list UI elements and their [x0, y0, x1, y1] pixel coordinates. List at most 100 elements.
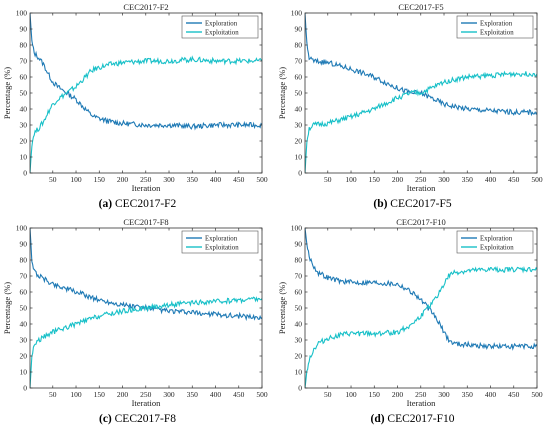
caption-b-text: CEC2017-F5 — [390, 198, 452, 210]
caption-c-text: CEC2017-F8 — [114, 413, 176, 425]
chart-a-ytick-label: 60 — [20, 73, 28, 82]
chart-c-ytick-label: 0 — [23, 384, 27, 393]
chart-d-series-exploration — [305, 228, 537, 351]
chart-b-ytick-label: 60 — [295, 73, 303, 82]
chart-c-ytick-label: 20 — [20, 352, 28, 361]
chart-d-xlabel: Iteration — [407, 398, 437, 408]
chart-d-ytick-label: 10 — [295, 368, 303, 377]
chart-b-ytick-label: 40 — [295, 105, 303, 114]
chart-b-xtick-label: 50 — [324, 175, 332, 184]
chart-b-ytick-label: 0 — [298, 169, 302, 178]
chart-a-ytick-label: 100 — [16, 9, 28, 18]
chart-d-ytick-label: 20 — [295, 352, 303, 361]
chart-panel-d: CEC2017-F10 50 100 150 200 250 300 350 400 450 500… — [275, 215, 550, 430]
chart-b-series-exploration — [305, 13, 537, 117]
chart-c-ytick-label: 100 — [16, 224, 28, 233]
chart-a: CEC2017-F2 50 100 150 200 250 300 350 400 450 500 0… — [2, 2, 268, 193]
chart-b-ytick-label: 20 — [295, 137, 303, 146]
chart-a-xtick-label: 250 — [140, 175, 152, 184]
chart-a-legend-label-exploitation: Exploitation — [205, 29, 239, 36]
chart-c-ytick-label: 80 — [20, 256, 28, 265]
chart-d-ytick-label: 100 — [291, 224, 303, 233]
chart-c-ytick-label: 90 — [20, 240, 28, 249]
chart-b-ytick-label: 100 — [291, 9, 303, 18]
chart-d-xtick-label: 250 — [415, 390, 427, 399]
chart-a-xtick-label: 300 — [163, 175, 175, 184]
chart-b-ytick-label: 30 — [295, 121, 303, 130]
chart-c-legend-label-exploitation: Exploitation — [205, 244, 239, 251]
chart-b-ytick-label: 10 — [295, 153, 303, 162]
chart-c-xtick-label: 350 — [187, 390, 199, 399]
chart-a-ytick-label: 40 — [20, 105, 28, 114]
caption-c-letter: (c) — [99, 413, 112, 425]
chart-d-ytick-label: 80 — [295, 256, 303, 265]
chart-d-ylabel: Percentage (%) — [277, 282, 287, 334]
chart-b-ytick-label: 80 — [295, 41, 303, 50]
chart-c-xtick-label: 300 — [163, 390, 175, 399]
chart-a-xtick-label: 150 — [94, 175, 106, 184]
chart-c-ytick-label: 30 — [20, 336, 28, 345]
chart-d-title: CEC2017-F10 — [396, 217, 446, 227]
chart-a-xtick-label: 450 — [233, 175, 245, 184]
chart-b-xtick-label: 500 — [531, 175, 543, 184]
chart-b-xtick-label: 150 — [369, 175, 381, 184]
chart-a-ytick-label: 80 — [20, 41, 28, 50]
chart-a-xtick-label: 350 — [187, 175, 199, 184]
chart-a-xtick-label: 50 — [49, 175, 57, 184]
chart-a-xlabel: Iteration — [132, 183, 162, 193]
chart-d-xtick-label: 500 — [531, 390, 543, 399]
chart-c-xtick-label: 500 — [256, 390, 268, 399]
chart-a-xtick-label: 200 — [117, 175, 129, 184]
chart-b-ytick-label: 90 — [295, 25, 303, 34]
chart-a-ytick-label: 90 — [20, 25, 28, 34]
chart-a-ytick-label: 50 — [20, 89, 28, 98]
chart-c-ytick-label: 40 — [20, 320, 28, 329]
caption-d-text: CEC2017-F10 — [387, 413, 455, 425]
chart-panel-c: CEC2017-F8 50 100 150 200 250 300 350 400 450 500 0… — [0, 215, 275, 430]
chart-a-legend-label-exploration: Exploration — [205, 20, 238, 27]
caption-d: (d) CEC2017-F10 — [275, 413, 550, 425]
chart-panel-b: CEC2017-F5 50 100 150 200 250 300 350 400 450 500 0… — [275, 0, 550, 215]
chart-a-series-exploitation — [30, 55, 262, 173]
chart-a-ytick-label: 70 — [20, 57, 28, 66]
chart-d-xtick-label: 350 — [462, 390, 474, 399]
chart-c-ytick-label: 10 — [20, 368, 28, 377]
chart-c-legend-label-exploration: Exploration — [205, 235, 238, 242]
caption-b: (b) CEC2017-F5 — [275, 198, 550, 210]
chart-b-xtick-label: 300 — [438, 175, 450, 184]
chart-b-title: CEC2017-F5 — [398, 2, 443, 12]
chart-d-xtick-label: 400 — [485, 390, 497, 399]
chart-d-ytick-label: 0 — [298, 384, 302, 393]
chart-d-ytick-label: 70 — [295, 272, 303, 281]
chart-b-series-exploitation — [305, 70, 537, 173]
chart-b-xtick-label: 100 — [345, 175, 357, 184]
chart-c-ytick-label: 50 — [20, 304, 28, 313]
chart-d-xtick-label: 300 — [438, 390, 450, 399]
chart-a-ylabel: Percentage (%) — [2, 67, 12, 119]
chart-c: CEC2017-F8 50 100 150 200 250 300 350 400 450 500 0… — [2, 217, 268, 408]
chart-d-ytick-label: 40 — [295, 320, 303, 329]
chart-d-xtick-label: 200 — [392, 390, 404, 399]
chart-c-xtick-label: 150 — [94, 390, 106, 399]
chart-b-xtick-label: 350 — [462, 175, 474, 184]
chart-a-title: CEC2017-F2 — [123, 2, 168, 12]
chart-a-xtick-label: 400 — [210, 175, 222, 184]
chart-b-xtick-label: 400 — [485, 175, 497, 184]
chart-d-legend-label-exploration: Exploration — [480, 235, 513, 242]
chart-d-ytick-label: 30 — [295, 336, 303, 345]
chart-d-xtick-label: 450 — [508, 390, 520, 399]
chart-b-xtick-label: 250 — [415, 175, 427, 184]
chart-c-xtick-label: 450 — [233, 390, 245, 399]
chart-c-xtick-label: 100 — [70, 390, 82, 399]
chart-b-legend-label-exploration: Exploration — [480, 20, 513, 27]
chart-c-ytick-label: 60 — [20, 288, 28, 297]
chart-a-ytick-label: 0 — [23, 169, 27, 178]
chart-d-legend-label-exploitation: Exploitation — [480, 244, 514, 251]
chart-c-xtick-label: 250 — [140, 390, 152, 399]
caption-d-letter: (d) — [370, 413, 385, 425]
chart-c-xtick-label: 50 — [49, 390, 57, 399]
chart-b-ytick-label: 70 — [295, 57, 303, 66]
chart-b-xlabel: Iteration — [407, 183, 437, 193]
chart-c-ytick-label: 70 — [20, 272, 28, 281]
chart-b-xtick-label: 450 — [508, 175, 520, 184]
